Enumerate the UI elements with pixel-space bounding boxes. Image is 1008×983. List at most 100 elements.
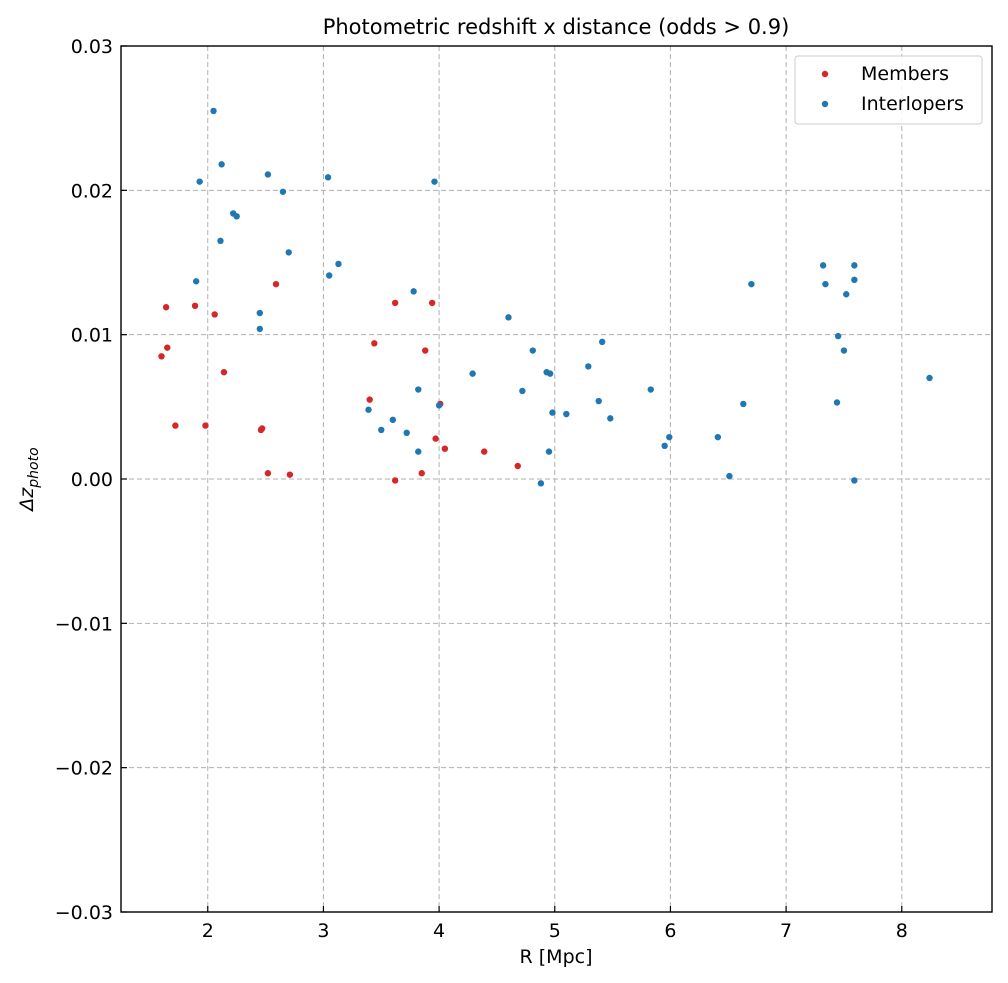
x-tick-label: 7 <box>780 920 792 942</box>
interloper-point <box>822 280 829 288</box>
y-axis-label: Δzphoto <box>16 447 42 512</box>
series-members <box>158 280 521 484</box>
chart-title: Photometric redshift x distance (odds > … <box>323 15 790 39</box>
interloper-point <box>926 374 933 382</box>
interloper-point <box>585 363 592 370</box>
interloper-point <box>851 276 858 284</box>
member-point <box>191 302 199 309</box>
interloper-point <box>748 280 755 288</box>
x-tick-label: 8 <box>896 920 908 942</box>
interloper-point <box>714 433 722 441</box>
x-tick-label: 6 <box>664 920 676 942</box>
legend-box <box>794 55 983 125</box>
member-point <box>172 422 179 429</box>
interloper-point <box>256 309 264 317</box>
interloper-point <box>834 332 842 340</box>
interloper-point <box>840 347 848 354</box>
member-point <box>371 340 378 347</box>
x-axis-label: R [Mpc] <box>520 946 593 968</box>
member-point <box>220 368 228 376</box>
interloper-point <box>196 178 203 185</box>
series-interlopers <box>192 107 933 487</box>
interloper-point <box>740 400 747 408</box>
member-point <box>272 280 280 288</box>
member-point <box>258 425 266 432</box>
interloper-point <box>324 174 332 181</box>
member-point <box>158 353 165 360</box>
interloper-point <box>415 386 422 393</box>
interloper-point <box>469 370 476 377</box>
y-axis-label-sub: photo <box>26 447 42 488</box>
interloper-point <box>726 472 733 480</box>
interloper-point <box>326 272 333 279</box>
interloper-point <box>529 347 536 354</box>
member-point <box>441 445 449 452</box>
interloper-point <box>545 448 553 455</box>
interloper-point <box>264 171 272 178</box>
y-tick-label: 0.00 <box>71 469 113 491</box>
interloper-point <box>833 399 841 406</box>
interloper-point <box>519 387 526 395</box>
interloper-point <box>598 338 606 346</box>
x-tick-label: 3 <box>317 920 329 942</box>
interloper-point <box>389 416 397 424</box>
member-point <box>391 299 399 307</box>
interloper-point <box>431 178 438 185</box>
interloper-point <box>192 278 200 285</box>
y-tick-label: −0.02 <box>55 758 113 780</box>
y-tick-label: −0.01 <box>55 613 113 635</box>
interloper-point <box>851 477 858 484</box>
grid-lines <box>121 45 992 913</box>
x-tick-label: 5 <box>549 920 561 942</box>
y-tick-label: −0.03 <box>55 902 113 924</box>
data-points <box>158 107 933 487</box>
member-point <box>162 304 170 311</box>
member-point <box>366 396 373 403</box>
interloper-point <box>647 386 654 393</box>
interloper-point <box>546 370 554 377</box>
y-axis-label-main: Δz <box>16 487 38 513</box>
interloper-point <box>403 429 410 437</box>
y-tick-label: 0.02 <box>71 180 113 202</box>
interloper-point <box>256 325 264 333</box>
interloper-point <box>285 249 292 256</box>
x-axis-ticks: 2 3 4 5 6 7 8 <box>202 906 908 942</box>
member-point <box>264 470 272 477</box>
interloper-point <box>335 260 342 268</box>
member-point <box>428 299 436 307</box>
x-tick-label: 4 <box>433 920 445 942</box>
interloper-point <box>537 480 545 487</box>
member-point <box>432 435 439 442</box>
member-point <box>422 347 429 354</box>
interloper-point <box>435 402 443 409</box>
interloper-point <box>410 288 417 295</box>
interloper-point <box>415 448 422 455</box>
interloper-point <box>217 237 224 245</box>
legend-marker-members <box>821 70 829 78</box>
interloper-point <box>365 406 372 413</box>
legend-marker-interlopers <box>821 100 829 108</box>
member-point <box>286 471 294 478</box>
member-point <box>514 462 521 470</box>
interloper-point <box>819 262 827 269</box>
x-tick-label: 2 <box>202 920 214 942</box>
interloper-point <box>218 161 225 168</box>
interloper-point <box>595 397 602 405</box>
interloper-point <box>233 213 240 220</box>
interloper-point <box>378 426 385 434</box>
interloper-point <box>851 262 858 269</box>
member-point <box>202 422 209 429</box>
legend-label-members: Members <box>861 63 949 85</box>
y-tick-label: 0.03 <box>71 36 113 58</box>
interloper-point <box>666 433 673 441</box>
interloper-point <box>279 188 287 195</box>
interloper-point <box>505 314 512 321</box>
interloper-point <box>563 410 570 418</box>
member-point <box>211 311 218 318</box>
interloper-point <box>549 409 556 416</box>
member-point <box>391 477 399 484</box>
y-axis-ticks: −0.03 −0.02 −0.01 0.00 0.01 0.02 0.03 <box>55 36 127 924</box>
y-tick-label: 0.01 <box>71 325 113 347</box>
interloper-point <box>661 442 668 450</box>
